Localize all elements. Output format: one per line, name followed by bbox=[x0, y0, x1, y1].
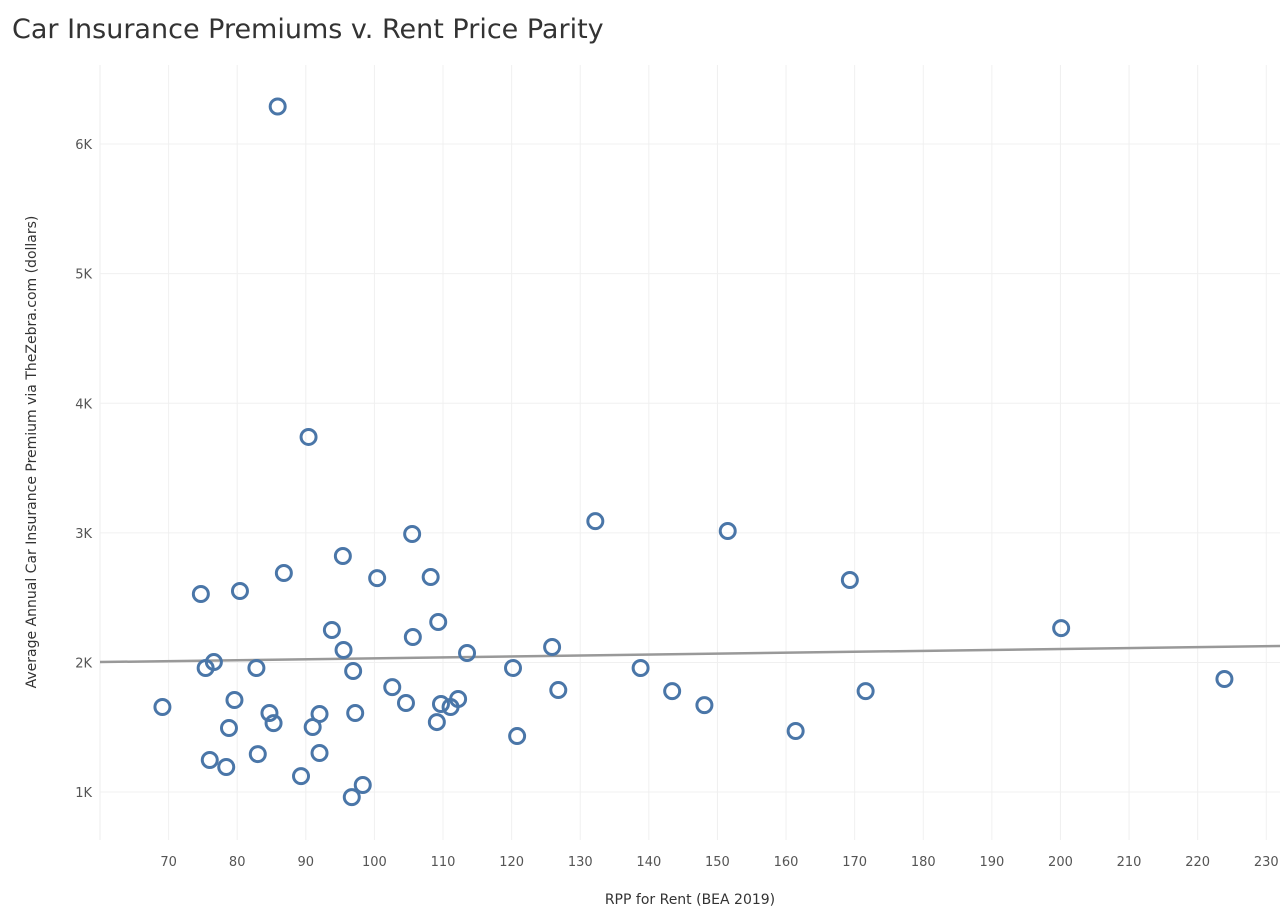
gridlines bbox=[99, 65, 1280, 840]
trendline bbox=[99, 644, 1280, 664]
data-point bbox=[247, 659, 266, 678]
data-point bbox=[1052, 619, 1071, 638]
data-point bbox=[299, 427, 318, 446]
x-tick-label: 110 bbox=[431, 855, 456, 870]
x-axis-ticks: 70 80 90 100 110 120 130 140 150 160 170 180 190 200 2… bbox=[160, 855, 1278, 870]
y-tick-label: 5K bbox=[75, 268, 92, 283]
data-point bbox=[310, 744, 329, 763]
x-tick-label: 220 bbox=[1185, 855, 1210, 870]
data-point bbox=[1215, 670, 1234, 689]
data-point bbox=[346, 703, 365, 722]
x-tick-label: 140 bbox=[636, 855, 661, 870]
data-point bbox=[508, 727, 527, 746]
data-point bbox=[268, 97, 287, 116]
data-point bbox=[333, 547, 352, 566]
data-point bbox=[396, 694, 415, 713]
data-point bbox=[322, 621, 341, 640]
data-point bbox=[458, 643, 477, 662]
x-tick-label: 120 bbox=[499, 855, 524, 870]
x-tick-label: 150 bbox=[705, 855, 730, 870]
x-tick-label: 130 bbox=[568, 855, 593, 870]
data-point bbox=[718, 522, 737, 541]
data-point bbox=[219, 719, 238, 738]
data-point bbox=[342, 788, 361, 807]
data-point bbox=[441, 698, 460, 717]
data-points bbox=[153, 97, 1234, 807]
x-tick-label: 90 bbox=[298, 855, 315, 870]
data-point bbox=[856, 682, 875, 701]
data-point bbox=[403, 628, 422, 647]
y-tick-label: 1K bbox=[75, 786, 92, 801]
data-point bbox=[248, 745, 267, 764]
y-tick-label: 6K bbox=[75, 138, 92, 153]
data-point bbox=[200, 751, 219, 770]
x-tick-label: 170 bbox=[842, 855, 867, 870]
x-tick-label: 180 bbox=[911, 855, 936, 870]
x-tick-label: 100 bbox=[362, 855, 387, 870]
data-point bbox=[196, 659, 215, 678]
data-point bbox=[431, 695, 450, 714]
data-point bbox=[586, 512, 605, 531]
x-tick-label: 70 bbox=[160, 855, 177, 870]
data-point bbox=[695, 696, 714, 715]
data-point bbox=[230, 582, 249, 601]
data-point bbox=[368, 569, 387, 588]
x-tick-label: 230 bbox=[1254, 855, 1279, 870]
data-point bbox=[191, 585, 210, 604]
data-point bbox=[840, 571, 859, 590]
data-point bbox=[631, 659, 650, 678]
data-point bbox=[543, 638, 562, 657]
data-point bbox=[403, 525, 422, 544]
chart-title: Car Insurance Premiums v. Rent Price Par… bbox=[12, 14, 604, 45]
x-tick-label: 80 bbox=[229, 855, 246, 870]
data-point bbox=[429, 613, 448, 632]
data-point bbox=[344, 662, 363, 681]
data-point bbox=[383, 678, 402, 697]
y-tick-label: 4K bbox=[75, 397, 92, 412]
y-axis-ticks: 1K 2K 3K 4K 5K 6K bbox=[75, 138, 92, 801]
x-tick-label: 200 bbox=[1048, 855, 1073, 870]
data-point bbox=[264, 714, 283, 733]
data-point bbox=[549, 681, 568, 700]
x-tick-label: 190 bbox=[979, 855, 1004, 870]
y-axis-label: Average Annual Car Insurance Premium via… bbox=[24, 216, 40, 689]
data-point bbox=[260, 703, 279, 722]
data-point bbox=[504, 659, 522, 678]
x-tick-label: 210 bbox=[1117, 855, 1142, 870]
data-point bbox=[217, 758, 236, 777]
x-axis-label: RPP for Rent (BEA 2019) bbox=[605, 892, 775, 908]
x-tick-label: 160 bbox=[774, 855, 799, 870]
data-point bbox=[225, 691, 244, 710]
data-point bbox=[663, 682, 682, 701]
data-point bbox=[303, 717, 322, 736]
data-point bbox=[427, 713, 446, 732]
data-point bbox=[274, 564, 293, 583]
data-point bbox=[421, 568, 440, 587]
data-point bbox=[153, 698, 172, 717]
data-point bbox=[353, 776, 372, 795]
data-point bbox=[786, 722, 805, 741]
data-point bbox=[292, 767, 311, 786]
data-point bbox=[334, 641, 353, 660]
y-tick-label: 2K bbox=[75, 656, 92, 671]
y-tick-label: 3K bbox=[75, 527, 92, 542]
